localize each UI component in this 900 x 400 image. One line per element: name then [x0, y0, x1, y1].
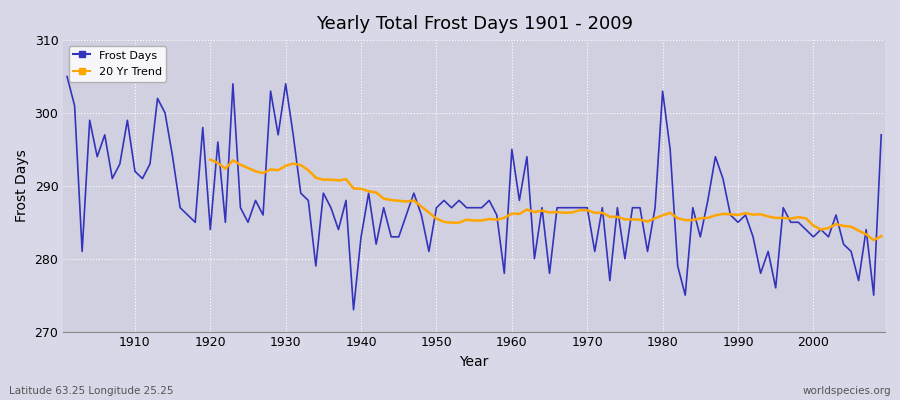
Frost Days	[333, 227, 344, 232]
20 Yr Trend	[778, 216, 788, 220]
Frost Days	[288, 132, 299, 137]
20 Yr Trend	[763, 214, 774, 219]
Line: Frost Days: Frost Days	[68, 76, 881, 310]
Title: Yearly Total Frost Days 1901 - 2009: Yearly Total Frost Days 1901 - 2009	[316, 15, 633, 33]
20 Yr Trend	[846, 224, 857, 229]
X-axis label: Year: Year	[460, 355, 489, 369]
Frost Days	[605, 278, 616, 283]
Frost Days	[348, 307, 359, 312]
Frost Days	[507, 147, 517, 152]
Frost Days	[62, 74, 73, 79]
Y-axis label: Frost Days: Frost Days	[15, 150, 29, 222]
20 Yr Trend	[295, 163, 306, 168]
20 Yr Trend	[672, 216, 683, 221]
Text: worldspecies.org: worldspecies.org	[803, 386, 891, 396]
Frost Days	[122, 118, 133, 123]
Frost Days	[514, 198, 525, 203]
20 Yr Trend	[868, 238, 879, 242]
Text: Latitude 63.25 Longitude 25.25: Latitude 63.25 Longitude 25.25	[9, 386, 174, 396]
20 Yr Trend	[876, 234, 886, 238]
Frost Days	[876, 132, 886, 137]
20 Yr Trend	[205, 157, 216, 162]
20 Yr Trend	[409, 198, 419, 203]
Legend: Frost Days, 20 Yr Trend: Frost Days, 20 Yr Trend	[68, 46, 166, 82]
Line: 20 Yr Trend: 20 Yr Trend	[211, 160, 881, 240]
